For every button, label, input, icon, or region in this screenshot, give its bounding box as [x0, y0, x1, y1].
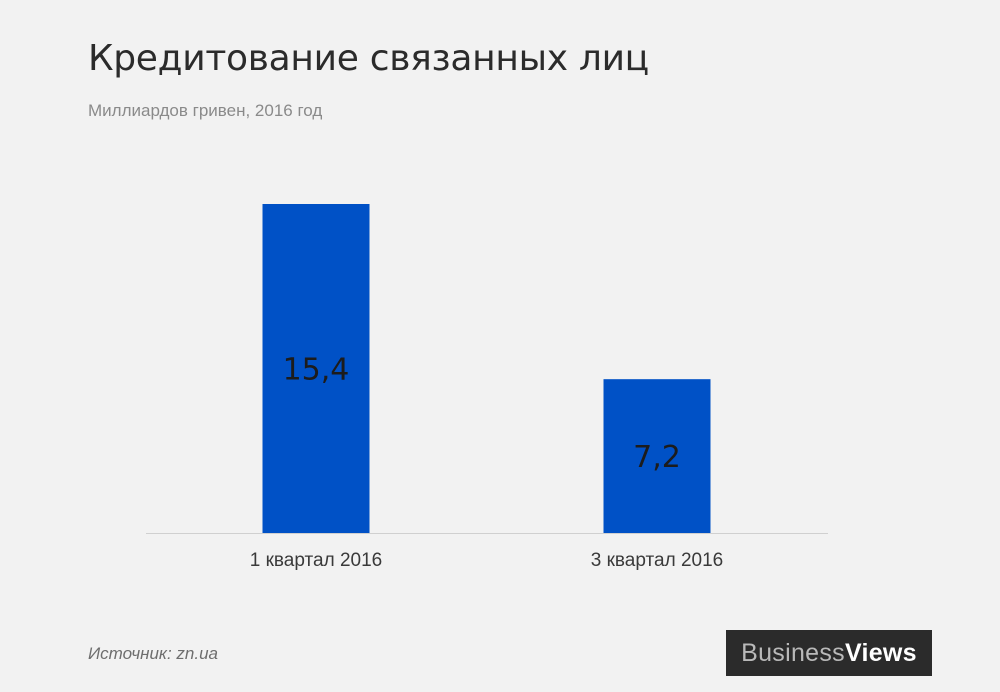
bar-1 — [262, 204, 370, 533]
bar-value-label-2: 7,2 — [633, 440, 681, 475]
x-tick-label-1: 1 квартал 2016 — [250, 550, 382, 571]
logo-text-views: Views — [844, 638, 917, 667]
logo-text-business: Business — [741, 638, 845, 667]
bar-value-label-1: 15,4 — [283, 353, 350, 388]
chart-title: Кредитование связанных лиц — [88, 38, 649, 79]
chart-subtitle: Миллиардов гривен, 2016 год — [88, 101, 323, 120]
bar-2 — [603, 379, 711, 533]
x-tick-label-2: 3 квартал 2016 — [591, 550, 723, 571]
source-note: Источник: zn.ua — [88, 644, 218, 663]
business-views-logo: Business Views — [726, 630, 932, 676]
